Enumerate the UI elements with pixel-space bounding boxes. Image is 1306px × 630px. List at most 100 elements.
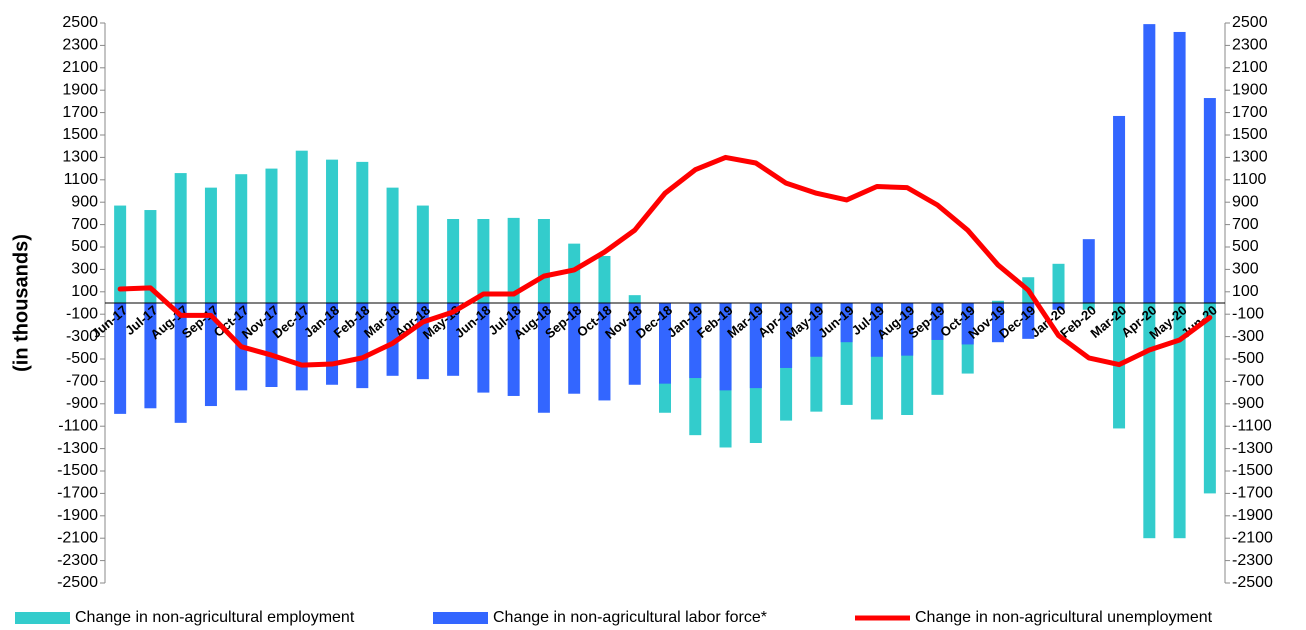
bar xyxy=(870,303,883,357)
bar xyxy=(174,173,187,303)
y-tick-label: 2100 xyxy=(62,59,98,76)
y2-tick-label: -2500 xyxy=(1232,574,1273,591)
bar xyxy=(356,161,369,303)
bar xyxy=(447,219,460,303)
y-tick-label: -1700 xyxy=(57,485,98,502)
bar xyxy=(991,303,1004,343)
y2-tick-label: 500 xyxy=(1232,238,1259,255)
y2-tick-label: 1900 xyxy=(1232,81,1268,98)
y2-tick-label: 300 xyxy=(1232,261,1259,278)
bar xyxy=(265,168,278,303)
bar xyxy=(537,219,550,303)
bar xyxy=(174,303,187,423)
y-tick-label: 2300 xyxy=(62,37,98,54)
y2-tick-label: 1100 xyxy=(1232,171,1267,188)
bar xyxy=(1113,115,1126,304)
bar xyxy=(719,303,732,391)
bar xyxy=(144,303,157,409)
y2-tick-label: 1500 xyxy=(1232,126,1268,143)
y-tick-label: -1500 xyxy=(57,462,98,479)
bar xyxy=(659,303,671,384)
bar xyxy=(1082,303,1095,310)
y-tick-label: -1900 xyxy=(57,507,98,524)
y2-tick-label: -1500 xyxy=(1232,462,1273,479)
y-tick-label: -900 xyxy=(66,395,98,412)
y2-tick-label: 2300 xyxy=(1232,37,1268,54)
y-tick-label: 2500 xyxy=(62,14,98,31)
y2-tick-label: -2100 xyxy=(1232,529,1273,546)
y2-tick-label: 2100 xyxy=(1232,59,1268,76)
y2-tick-label: -300 xyxy=(1232,328,1264,345)
y2-tick-label: -1900 xyxy=(1232,507,1273,524)
y-axis-title: (in thousands) xyxy=(10,234,32,372)
bar xyxy=(356,303,369,389)
y2-tick-label: 900 xyxy=(1232,193,1259,210)
y-tick-label: 900 xyxy=(71,193,98,210)
bar xyxy=(840,303,853,343)
bar xyxy=(295,303,308,391)
y2-tick-label: 2500 xyxy=(1232,14,1268,31)
line xyxy=(117,154,1213,368)
y2-tick-label: -700 xyxy=(1232,373,1264,390)
y-tick-label: -700 xyxy=(66,373,98,390)
bar xyxy=(1022,303,1035,339)
legend-label: Change in non-agricultural labor force* xyxy=(493,609,767,626)
y2-tick-label: -2300 xyxy=(1232,552,1273,569)
bar xyxy=(598,303,611,401)
bar xyxy=(447,303,460,376)
legend-swatch xyxy=(433,612,488,624)
bar xyxy=(204,187,217,303)
y2-tick-label: -1700 xyxy=(1232,485,1273,502)
y-tick-label: -2100 xyxy=(57,529,98,546)
bar xyxy=(295,150,308,303)
bar xyxy=(477,303,490,393)
bar xyxy=(749,303,762,389)
bar xyxy=(507,217,520,303)
legend-label: Change in non-agricultural unemployment xyxy=(915,609,1213,626)
bar xyxy=(1143,303,1156,539)
y2-tick-label: -1300 xyxy=(1232,440,1273,457)
bar xyxy=(1052,303,1065,310)
y-tick-label: -2300 xyxy=(57,552,98,569)
bar xyxy=(326,159,339,303)
y-tick-label: 500 xyxy=(71,238,98,255)
y-tick-label: -1100 xyxy=(58,417,98,434)
y-tick-label: 1100 xyxy=(64,171,99,188)
y-tick-label: 100 xyxy=(71,283,98,300)
bar xyxy=(537,303,550,413)
bar xyxy=(235,174,248,303)
bar xyxy=(568,243,581,303)
bar xyxy=(507,303,520,396)
bar xyxy=(1082,239,1095,303)
y2-tick-label: -100 xyxy=(1232,305,1264,322)
bar xyxy=(1173,31,1186,304)
y2-tick-label: -1100 xyxy=(1232,417,1272,434)
bar xyxy=(628,295,641,303)
y2-tick-label: 100 xyxy=(1232,283,1259,300)
bar xyxy=(961,303,974,345)
bar xyxy=(1203,98,1216,303)
bar xyxy=(114,205,127,303)
y-tick-label: -100 xyxy=(66,305,98,322)
y-tick-label: 1300 xyxy=(62,149,98,166)
bar xyxy=(204,303,217,407)
y-tick-label: -2500 xyxy=(57,574,98,591)
bar xyxy=(810,303,823,357)
y-tick-label: 1500 xyxy=(62,126,98,143)
bar xyxy=(568,303,581,394)
bar xyxy=(689,303,702,379)
bar xyxy=(114,303,127,414)
bar xyxy=(991,300,1004,303)
bar xyxy=(1173,303,1186,539)
y2-tick-label: -500 xyxy=(1232,350,1264,367)
bar xyxy=(386,303,399,376)
y-tick-label: 700 xyxy=(71,216,98,233)
y2-tick-label: 1700 xyxy=(1232,104,1268,121)
bar xyxy=(265,303,278,387)
bar xyxy=(628,303,641,385)
legend-swatch xyxy=(15,612,70,624)
bar xyxy=(1203,303,1216,494)
y-tick-label: 300 xyxy=(71,261,98,278)
bar xyxy=(598,255,611,303)
